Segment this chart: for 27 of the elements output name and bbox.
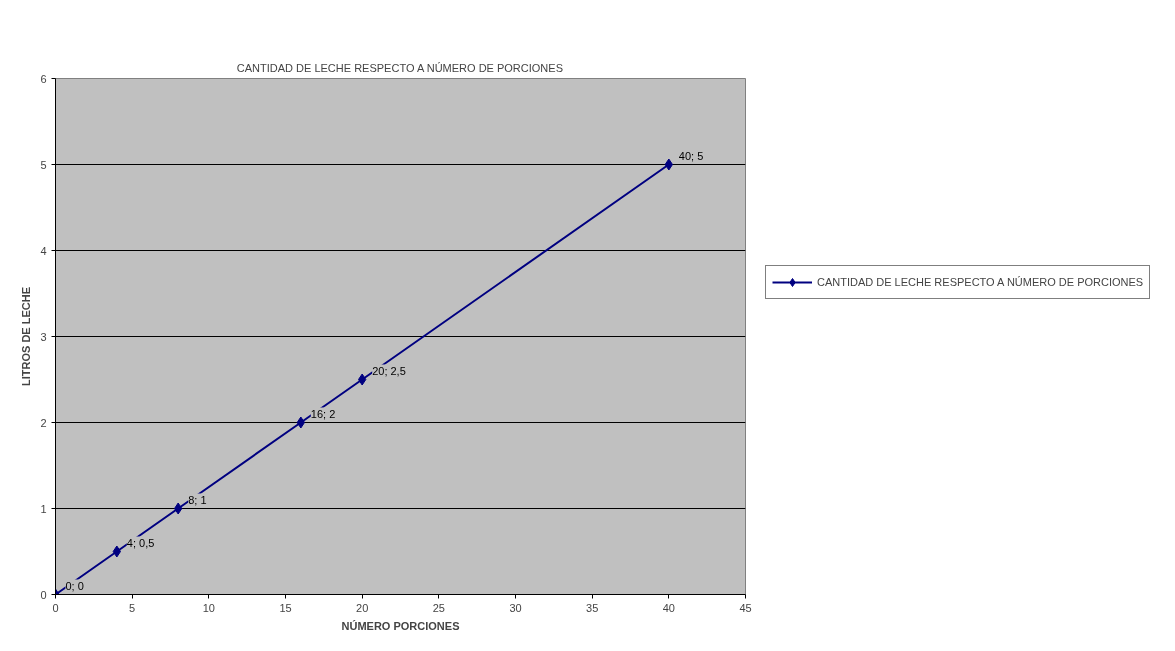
y-tick-label: 1 xyxy=(40,502,47,515)
x-tick-label: 15 xyxy=(279,601,292,614)
data-label: 40; 5 xyxy=(678,149,704,162)
x-tick-label: 30 xyxy=(509,601,522,614)
y-axis-title: LITROS DE LECHE xyxy=(20,286,33,386)
y-tick-label: 4 xyxy=(40,244,47,257)
x-tick-label: 25 xyxy=(432,601,445,614)
x-tick-label: 0 xyxy=(52,601,59,614)
y-tick-label: 0 xyxy=(40,588,47,601)
chart-title: CANTIDAD DE LECHE RESPECTO A NÚMERO DE PORCIONES xyxy=(236,61,563,74)
data-label: 8; 1 xyxy=(188,493,207,506)
x-tick-label: 40 xyxy=(662,601,675,614)
y-tick-label: 5 xyxy=(40,158,47,171)
x-tick-label: 45 xyxy=(739,601,752,614)
x-tick-label: 20 xyxy=(356,601,369,614)
data-label: 0; 0 xyxy=(65,579,84,592)
x-tick-label: 10 xyxy=(202,601,215,614)
data-label: 16; 2 xyxy=(310,407,336,420)
data-label: 20; 2,5 xyxy=(372,364,406,377)
y-tick-label: 6 xyxy=(40,72,47,85)
x-tick-label: 5 xyxy=(129,601,136,614)
legend-label: CANTIDAD DE LECHE RESPECTO A NÚMERO DE PORCIONES xyxy=(817,276,1144,288)
data-label: 4; 0,5 xyxy=(126,536,155,549)
x-tick-label: 35 xyxy=(586,601,599,614)
y-tick-label: 3 xyxy=(40,330,47,343)
y-tick-label: 2 xyxy=(40,416,47,429)
x-axis-title: NÚMERO PORCIONES xyxy=(341,619,460,632)
